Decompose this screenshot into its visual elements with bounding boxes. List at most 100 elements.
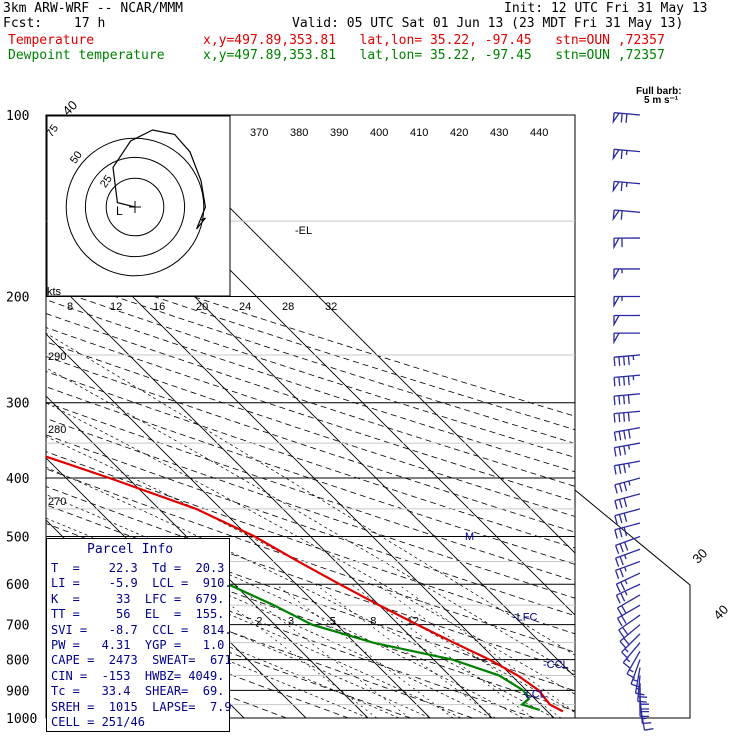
wind-barb [613, 237, 641, 250]
theta-label: 380 [290, 127, 308, 139]
wind-barb [614, 493, 641, 510]
pressure-tick-label: 400 [6, 472, 29, 487]
barb-legend-units: 5 m s⁻¹ [644, 95, 679, 106]
theta-label: 430 [490, 127, 508, 139]
isotherm-label: 30 [689, 545, 710, 566]
wind-barb [612, 148, 641, 161]
pressure-tick-label: 700 [6, 619, 29, 634]
hodograph-mark: L [116, 204, 123, 218]
mixing-ratio-line [275, 583, 454, 718]
wind-barb [615, 583, 641, 604]
theta-label: 410 [410, 127, 428, 139]
speed-axis-label: 16 [153, 301, 165, 313]
wind-barb [612, 112, 641, 125]
level-annotation: -EL [295, 225, 312, 237]
mixing-ratio-label: 2 [256, 615, 262, 627]
marker-label: M [465, 531, 474, 543]
isotherm-line [46, 333, 431, 718]
wind-barb [613, 393, 641, 406]
isotherm-label: 40 [710, 602, 731, 623]
mixing-ratio-line [377, 583, 562, 718]
valid-time: Valid: 05 UTC Sat 01 Jun 13 (23 MDT Fri … [292, 16, 684, 31]
theta-label: 400 [370, 127, 388, 139]
hodograph-ring [84, 156, 186, 258]
speed-axis-label: 12 [110, 301, 122, 313]
parcel-info-row: K = 33 LFC = 679. [51, 591, 225, 606]
wind-barb [614, 548, 641, 567]
hodograph-ring-label: 75 [44, 123, 61, 140]
speed-axis-label: 28 [282, 301, 294, 313]
wind-barb [613, 442, 641, 457]
pressure-tick-label: 600 [6, 578, 29, 593]
wind-barb [622, 642, 641, 669]
wind-barb [639, 704, 654, 731]
parcel-info-box: Parcel Info T = 22.3 Td = 20.3 LI = -5.9 … [46, 538, 232, 732]
header: 3km ARW-WRF -- NCAR/MMM Init: 12 UTC Fri… [0, 0, 740, 70]
theta-left-label: 270 [48, 496, 66, 508]
parcel-info-row: CELL = 251/46 [51, 715, 145, 729]
wind-barb [613, 427, 641, 442]
hodograph-ring-label: 50 [68, 149, 85, 166]
pressure-tick-label: 300 [6, 397, 29, 412]
temperature-location: x,y=497.89,353.81 lat,lon= 35.22, -97.45… [203, 33, 665, 48]
model-title: 3km ARW-WRF -- NCAR/MMM [3, 1, 184, 16]
pressure-tick-label: 200 [6, 291, 29, 306]
mixing-ratio-label: 5 [330, 615, 336, 627]
wind-barb [613, 410, 641, 423]
wind-barb [613, 314, 641, 328]
moist-adiabat [46, 402, 575, 695]
theta-label: 440 [530, 127, 548, 139]
wind-barb [614, 477, 641, 494]
wind-barb [616, 594, 641, 617]
moist-adiabat [46, 587, 369, 718]
pressure-tick-label: 900 [6, 684, 29, 699]
wind-barb [637, 675, 648, 703]
barb-legend-title: Full barb: [636, 86, 682, 97]
forecast-label: Fcst: [3, 16, 43, 31]
isotherm-line [46, 271, 493, 718]
pressure-tick-label: 100 [6, 109, 29, 124]
mixing-ratio-line [350, 583, 534, 718]
speed-axis-label: 24 [239, 301, 251, 313]
wind-barb [615, 572, 641, 593]
isotherm-line [46, 395, 369, 718]
isotherm-line [136, 115, 575, 554]
wind-barb [612, 180, 641, 193]
init-time: Init: 12 UTC Fri 31 May 13 [504, 1, 708, 16]
wind-barb [614, 522, 641, 539]
parcel-info-row: Tc = 33.4 SHEAR= 69. [51, 684, 225, 699]
wind-barb [639, 683, 649, 710]
speed-axis-label: 20 [196, 301, 208, 313]
parcel-info-row: CAPE = 2473 SWEAT= 671 [51, 653, 232, 668]
temperature-legend: Temperature [8, 33, 95, 48]
parcel-info-title: Parcel Info [87, 542, 174, 557]
parcel-info-row: CIN = -153 HWBZ= 4049. [51, 668, 225, 683]
dewpoint-legend: Dewpoint temperature [8, 48, 165, 63]
parcel-info-row: T = 22.3 Td = 20.3 [51, 561, 225, 575]
hodograph-box [46, 115, 231, 297]
parcel-info-row: LI = -5.9 LCL = 910. [51, 576, 232, 591]
pressure-tick-label: 1000 [6, 712, 37, 727]
hodograph-trace [112, 129, 207, 230]
theta-left-label: 290 [48, 351, 66, 363]
wind-barb [614, 560, 641, 580]
theta-label: 420 [450, 127, 468, 139]
wind-barb [614, 508, 641, 525]
parcel-info-row: TT = 56 EL = 155. [51, 607, 225, 622]
wind-barb [630, 659, 641, 688]
hodograph-ring [105, 177, 165, 237]
mixing-ratio-line [315, 583, 496, 718]
wind-barb [613, 374, 641, 387]
parcel-info-row: SREH = 1015 LAPSE= 7.9 [51, 699, 232, 714]
wind-barb [614, 535, 641, 555]
wind-barb [612, 209, 641, 222]
hodograph-units: kts [47, 286, 62, 298]
dewpoint-line [46, 557, 541, 712]
theta-left-label: 280 [48, 424, 66, 436]
wind-barb [613, 332, 641, 345]
level-annotation: -CCL [543, 659, 569, 671]
wind-barb [619, 624, 641, 649]
level-annotation: -LFC [513, 612, 538, 624]
wind-barb [613, 295, 641, 309]
wind-barb [613, 268, 641, 281]
